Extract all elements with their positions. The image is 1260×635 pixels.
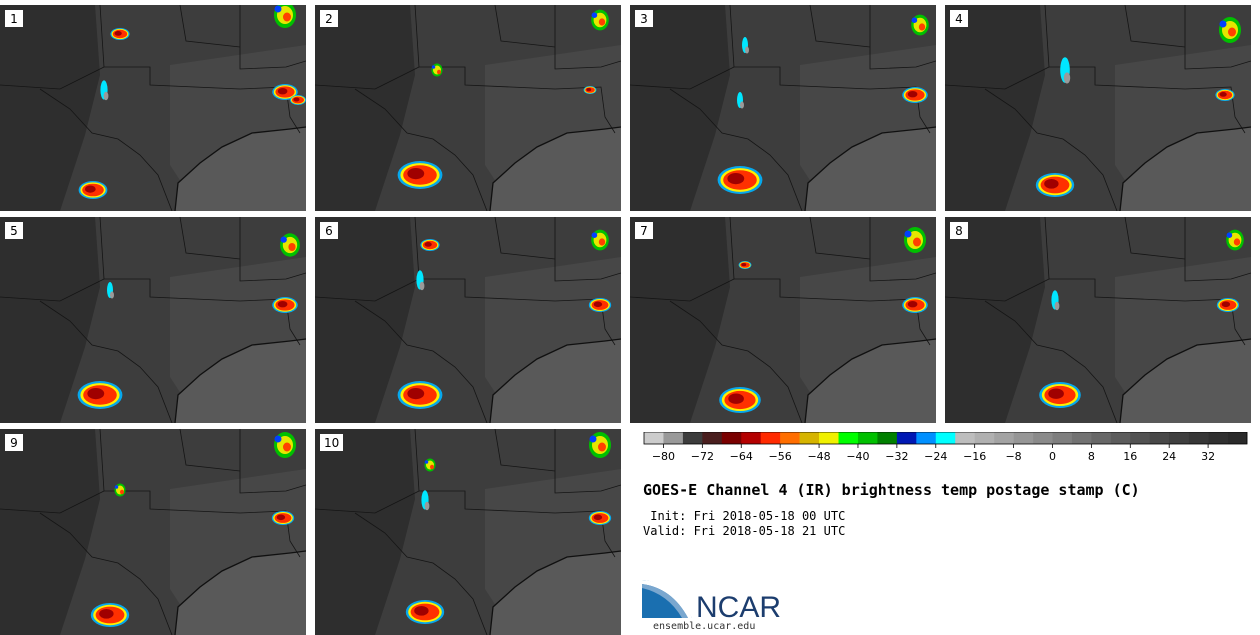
- postage-stamp-panel: 4: [945, 5, 1251, 211]
- colorbar-bin: [780, 432, 800, 444]
- postage-stamp-panel: 3: [630, 5, 936, 211]
- colorbar-bin: [760, 432, 781, 444]
- satellite-map: [945, 217, 1251, 423]
- satellite-map: [945, 5, 1251, 211]
- colorbar-bin: [721, 432, 742, 444]
- colorbar-bin: [819, 432, 839, 444]
- colorbar-tick-label: −24: [924, 450, 947, 463]
- logo-wordmark: NCAR: [696, 591, 781, 620]
- colorbar-tick-label: −64: [730, 450, 753, 463]
- figure-title: GOES-E Channel 4 (IR) brightness temp po…: [643, 481, 1140, 499]
- temperature-colorbar: −80 −72 −64 −56 −48 −40 −32 −24 −16 −8 0 8 16 24 32: [643, 432, 1248, 463]
- panel-number: 3: [635, 10, 653, 27]
- colorbar-tick-label: −56: [769, 450, 792, 463]
- panel-number: 8: [950, 222, 968, 239]
- satellite-map: [315, 5, 621, 211]
- logo-url: ensemble.ucar.edu: [653, 621, 756, 632]
- colorbar-tick-label: −40: [846, 450, 869, 463]
- colorbar-tick-label: −8: [1005, 450, 1021, 463]
- postage-stamp-panel: 5: [0, 217, 306, 423]
- colorbar-bin: [1227, 432, 1248, 444]
- valid-time: Valid: Fri 2018-05-18 21 UTC: [643, 524, 846, 538]
- colorbar-bin: [935, 432, 956, 444]
- panel-number: 1: [5, 10, 23, 27]
- colorbar-bin: [1091, 432, 1112, 444]
- panel-number: 4: [950, 10, 968, 27]
- colorbar-tick-label: −32: [885, 450, 908, 463]
- colorbar-tick-label: 32: [1201, 450, 1215, 463]
- postage-stamp-panel: 2: [315, 5, 621, 211]
- colorbar-tick-label: 0: [1049, 450, 1056, 463]
- colorbar-bin: [1052, 432, 1073, 444]
- postage-stamp-panel: 1: [0, 5, 306, 211]
- colorbar-bin: [741, 432, 762, 444]
- colorbar-bin: [702, 432, 723, 444]
- colorbar-bin: [1110, 432, 1131, 444]
- colorbar-bin: [877, 432, 898, 444]
- panel-number: 5: [5, 222, 23, 239]
- colorbar-bin: [644, 432, 664, 444]
- colorbar-bin: [896, 432, 917, 444]
- satellite-map: [630, 5, 936, 211]
- colorbar-tick-label: −48: [807, 450, 830, 463]
- colorbar-tick-label: −80: [652, 450, 675, 463]
- satellite-map: [315, 429, 621, 635]
- satellite-map: [0, 429, 306, 635]
- colorbar-bin: [799, 432, 820, 444]
- colorbar-bin: [1033, 432, 1053, 444]
- colorbar-bin: [916, 432, 937, 444]
- satellite-map: [315, 217, 621, 423]
- colorbar-bin: [1071, 432, 1092, 444]
- colorbar-bin: [1188, 432, 1209, 444]
- colorbar-tick-label: −72: [691, 450, 714, 463]
- colorbar-bin: [994, 432, 1014, 444]
- colorbar-bin: [1013, 432, 1034, 444]
- colorbar-bin: [857, 432, 878, 444]
- panel-number: 9: [5, 434, 23, 451]
- colorbar-bin: [838, 432, 859, 444]
- colorbar-bin: [1169, 432, 1189, 444]
- panel-number: 10: [320, 434, 344, 451]
- colorbar-tick-label: 8: [1088, 450, 1095, 463]
- panel-number: 2: [320, 10, 338, 27]
- satellite-map: [0, 5, 306, 211]
- postage-stamp-panel: 10: [315, 429, 621, 635]
- colorbar-tick-label: 24: [1162, 450, 1176, 463]
- colorbar-bin: [1130, 432, 1151, 444]
- ncar-logo: NCAR: [642, 580, 781, 620]
- postage-stamp-panel: 6: [315, 217, 621, 423]
- panel-number: 6: [320, 222, 338, 239]
- colorbar-tick-label: 16: [1123, 450, 1137, 463]
- colorbar-bin: [682, 432, 703, 444]
- panel-number: 7: [635, 222, 653, 239]
- colorbar-bin: [1208, 432, 1228, 444]
- postage-stamp-panel: 8: [945, 217, 1251, 423]
- colorbar-bin: [1149, 432, 1170, 444]
- colorbar-bin: [955, 432, 975, 444]
- satellite-map: [630, 217, 936, 423]
- init-time: Init: Fri 2018-05-18 00 UTC: [643, 509, 846, 523]
- postage-stamp-panel: 7: [630, 217, 936, 423]
- colorbar-bin: [974, 432, 995, 444]
- satellite-map: [0, 217, 306, 423]
- colorbar-bin: [663, 432, 684, 444]
- postage-stamp-panel: 9: [0, 429, 306, 635]
- colorbar-tick-label: −16: [963, 450, 986, 463]
